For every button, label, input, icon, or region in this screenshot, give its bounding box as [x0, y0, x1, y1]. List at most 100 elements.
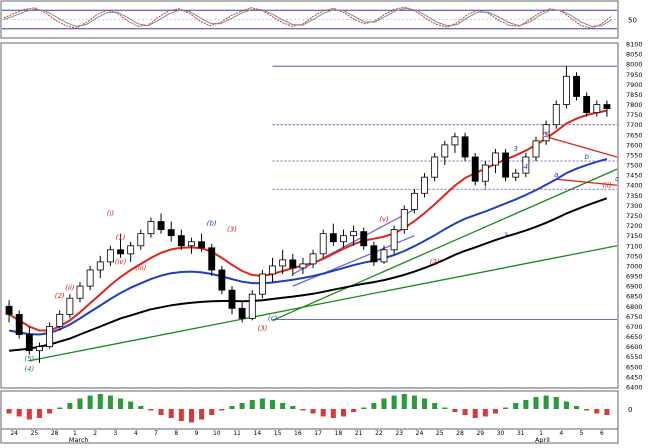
price-tick-label: 7450 [626, 172, 643, 180]
histogram-bar [107, 395, 113, 409]
trendline [29, 245, 618, 362]
candle-body [76, 285, 84, 299]
oscillator-series-line [3, 6, 613, 29]
price-tick-label: 7100 [626, 242, 643, 250]
price-tick-label: 7850 [626, 91, 643, 99]
wave-label: 5 [544, 131, 549, 139]
date-tick-label: 4 [134, 430, 138, 437]
date-tick-label: 10 [213, 430, 221, 437]
price-tick-label: 7300 [626, 202, 643, 210]
date-tick-label: 25 [31, 430, 39, 437]
price-tick-label: 7950 [626, 71, 643, 79]
histogram-tick-labels: 0 [628, 406, 632, 414]
histogram-tick-label: 0 [628, 406, 632, 414]
histogram-bar [553, 397, 559, 409]
date-tick-label: 2 [93, 430, 97, 437]
wave-label: (2) [430, 258, 440, 266]
histogram-bar [330, 409, 336, 418]
candle-body [66, 297, 74, 315]
candle-body [117, 249, 124, 255]
candle-body [360, 231, 368, 247]
candle-body [329, 233, 337, 243]
oscillator-panel: 50 [0, 0, 637, 39]
candle-body [350, 231, 358, 237]
price-tick-label: 8050 [626, 51, 643, 59]
date-tick-label: 29 [476, 430, 484, 437]
histogram-bar [563, 401, 569, 409]
candle-body [573, 75, 580, 97]
month-label: April [535, 436, 550, 444]
trendline [556, 178, 618, 186]
date-tick-label: 6 [600, 430, 604, 437]
wave-label: a [554, 171, 558, 179]
histogram-bar [138, 406, 144, 409]
price-tick-label: 7400 [626, 182, 643, 190]
date-tick-label: 11 [233, 430, 241, 437]
wave-label: (c) [268, 314, 278, 322]
histogram-bar [128, 401, 134, 409]
candle-body [492, 152, 499, 166]
candle-body [167, 229, 175, 237]
histogram-bar [57, 407, 63, 409]
price-tick-label: 6750 [626, 313, 643, 321]
candle-body [583, 96, 591, 114]
histogram-bar [290, 406, 296, 409]
candle-body [299, 263, 307, 269]
date-tick-label: 23 [395, 430, 403, 437]
histogram-bars [6, 394, 610, 423]
histogram-bar [351, 409, 357, 412]
histogram-bar [209, 409, 215, 415]
date-tick-label: 22 [375, 430, 383, 437]
date-tick-label: 25 [436, 430, 444, 437]
date-tick-label: 1 [539, 430, 543, 437]
histogram-bar [584, 409, 590, 411]
date-tick-label: 9 [195, 430, 199, 437]
price-tick-label: 7600 [626, 141, 643, 149]
price-tick-label: 7900 [626, 81, 643, 89]
candle-body [522, 156, 530, 174]
candle-body [228, 289, 236, 309]
candle-body [5, 305, 13, 315]
price-tick-label: 7050 [626, 252, 643, 260]
histogram-bar [87, 395, 93, 409]
histogram-bar [270, 400, 276, 409]
trendline [272, 168, 618, 322]
oscillator-tick-label: 50 [628, 17, 637, 25]
candlesticks [5, 66, 611, 363]
price-tick-label: 6650 [626, 333, 643, 341]
oscillator-grid [2, 9, 617, 30]
histogram-frame [0, 390, 619, 430]
price-tick-label: 6500 [626, 363, 643, 371]
candle-body [127, 245, 135, 255]
price-tick-label: 7700 [626, 121, 643, 129]
moving-average-line [9, 197, 608, 352]
wave-label: (iv) [115, 258, 127, 266]
histogram-bar [594, 409, 600, 414]
date-tick-label: 8 [174, 430, 178, 437]
price-frame [0, 42, 619, 389]
date-tick-label: 28 [456, 430, 464, 437]
date-tick-label: 1 [73, 430, 77, 437]
price-tick-label: 7650 [626, 131, 643, 139]
histogram-bar [543, 395, 549, 409]
candle-body [471, 156, 479, 182]
histogram-bar [310, 409, 316, 414]
price-tick-label: 7350 [626, 192, 643, 200]
date-tick-label: 18 [335, 430, 343, 437]
candle-body [481, 164, 489, 182]
candle-body [86, 269, 94, 287]
histogram-bar [401, 394, 407, 409]
histogram-bar [472, 409, 478, 418]
histogram-bar [574, 406, 580, 409]
month-label: March [69, 436, 89, 444]
candle-body [96, 261, 104, 271]
histogram-bar [168, 409, 174, 418]
histogram-bar [249, 400, 255, 409]
histogram-bar [77, 398, 83, 409]
date-tick-label: 30 [497, 430, 505, 437]
date-tick-label: 5 [580, 430, 584, 437]
histogram-bar [259, 398, 265, 409]
wave-label: (iii) [135, 264, 147, 272]
candle-body [238, 307, 246, 319]
price-tick-label: 6800 [626, 303, 643, 311]
